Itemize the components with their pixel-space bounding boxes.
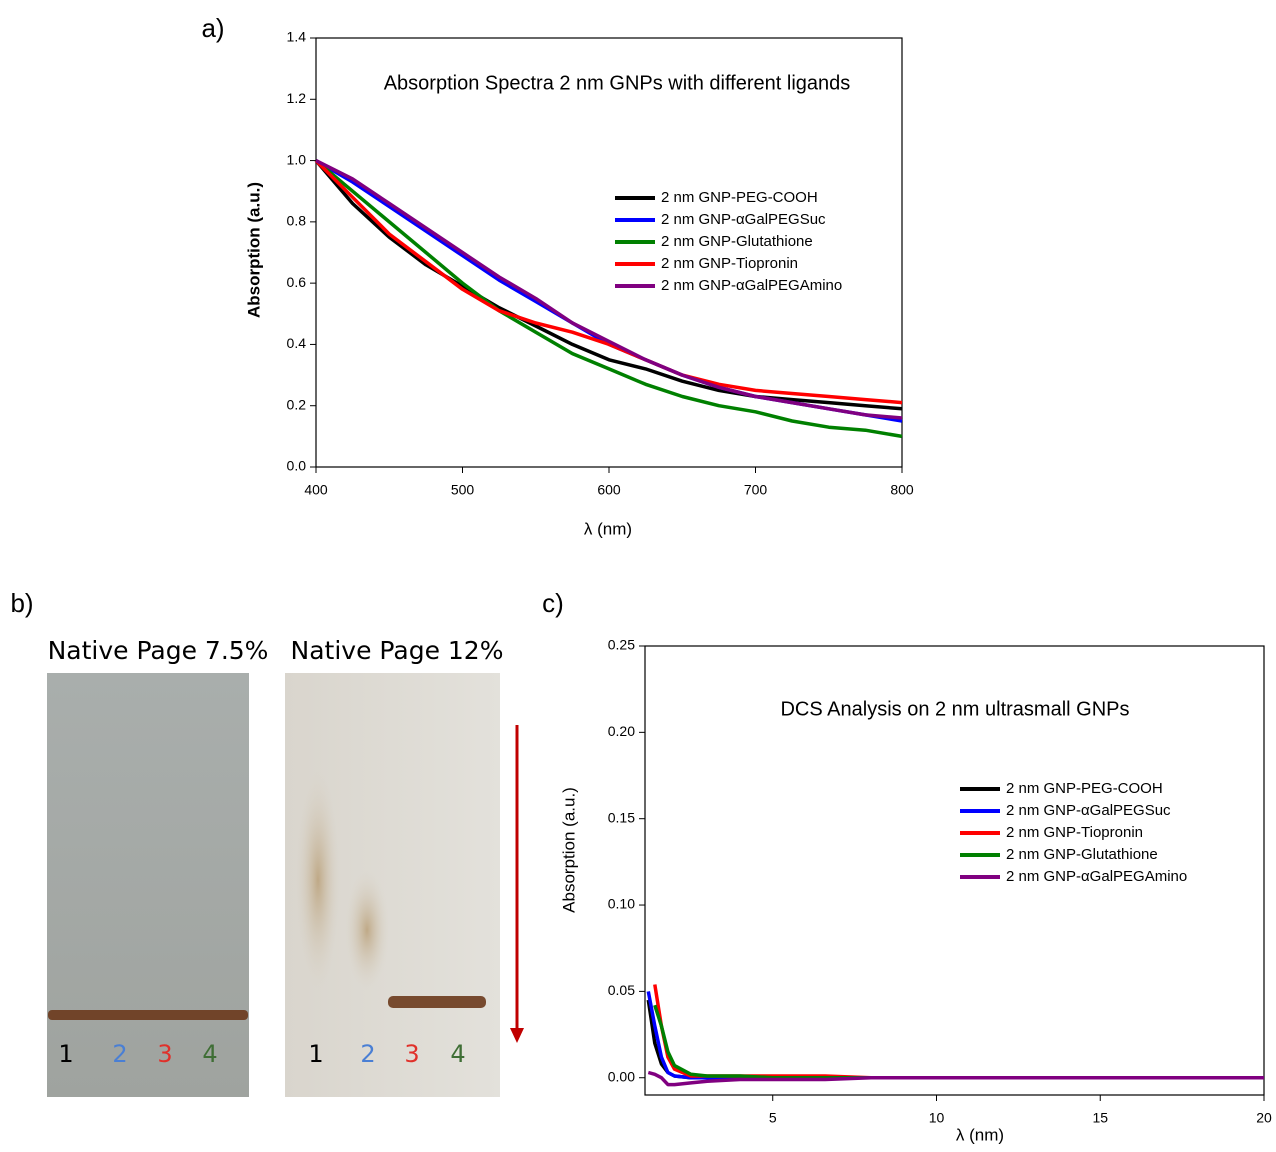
migration-arrow-head [510,1028,524,1043]
y-tick-label: 0.0 [287,458,307,474]
lane-label: 4 [202,1040,217,1068]
legend-label: 2 nm GNP-Glutathione [1006,846,1158,863]
x-tick-label: 800 [890,482,914,498]
chart-title: DCS Analysis on 2 nm ultrasmall GNPs [780,698,1129,720]
legend-label: 2 nm GNP-αGalPEGSuc [661,211,826,228]
x-tick-label: 700 [744,482,768,498]
gel-band [48,1010,248,1020]
y-tick-label: 0.4 [287,335,307,351]
gel-title: Native Page 7.5% [48,636,269,665]
series-line [646,999,1264,1080]
x-tick-label: 600 [597,482,621,498]
lane-label: 1 [58,1040,73,1068]
x-tick-label: 5 [769,1110,777,1126]
y-tick-label: 0.00 [608,1068,635,1084]
panel-label: a) [201,13,224,43]
series-line [314,159,903,405]
lane-label: 1 [308,1040,323,1068]
series-line [646,991,1264,1080]
y-tick-label: 0.25 [608,637,635,653]
x-axis-label: λ (nm) [956,1125,1004,1144]
plot-frame [644,645,1265,1096]
lane-label: 4 [450,1040,465,1068]
series-line [653,984,1264,1080]
gel-image [47,673,249,1097]
legend-label: 2 nm GNP-Tiopronin [661,255,798,272]
y-tick-label: 0.2 [287,396,307,412]
y-tick-label: 1.2 [287,90,307,106]
y-tick-label: 0.15 [608,809,635,825]
legend-label: 2 nm GNP-αGalPEGAmino [1006,868,1187,885]
y-axis-label: Absorption (a.u.) [244,182,263,318]
series-line [647,1070,1264,1087]
lane-label: 3 [157,1040,172,1068]
legend-label: 2 nm GNP-αGalPEGAmino [661,277,842,294]
series-line [653,1004,1264,1080]
gel-band [388,996,486,1008]
x-tick-label: 20 [1256,1110,1272,1126]
gel-title: Native Page 12% [291,636,504,665]
legend-label: 2 nm GNP-Glutathione [661,233,813,250]
gel-smear [296,770,340,990]
series-line [315,159,903,420]
y-tick-label: 0.20 [608,723,635,739]
legend-label: 2 nm GNP-PEG-COOH [1006,780,1163,797]
chart-title: Absorption Spectra 2 nm GNPs with differ… [384,72,851,94]
y-tick-label: 0.8 [287,213,307,229]
y-axis-label: Absorption (a.u.) [559,787,578,913]
y-tick-label: 0.6 [287,274,307,290]
x-tick-label: 10 [929,1110,945,1126]
lane-label: 2 [112,1040,127,1068]
y-tick-label: 1.0 [287,151,307,167]
lane-label: 3 [404,1040,419,1068]
legend-label: 2 nm GNP-Tiopronin [1006,824,1143,841]
legend-label: 2 nm GNP-αGalPEGSuc [1006,802,1171,819]
gel-smear [345,870,389,990]
y-tick-label: 1.4 [287,29,307,45]
panel-label: c) [542,588,564,618]
legend-label: 2 nm GNP-PEG-COOH [661,189,818,206]
panel-label: b) [10,588,33,618]
x-axis-label: λ (nm) [584,519,632,538]
y-tick-label: 0.10 [608,896,635,912]
x-tick-label: 400 [304,482,328,498]
series-line [314,159,903,411]
series-line [314,159,903,439]
lane-label: 2 [360,1040,375,1068]
y-tick-label: 0.05 [608,982,635,998]
x-tick-label: 15 [1092,1110,1108,1126]
x-tick-label: 500 [451,482,475,498]
